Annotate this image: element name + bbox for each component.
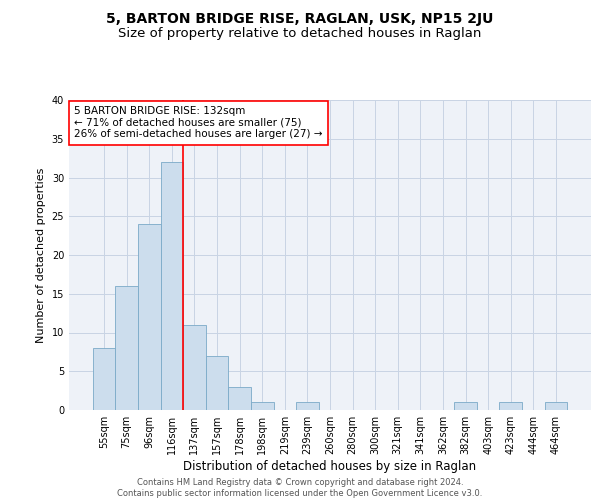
Bar <box>545 402 567 410</box>
Bar <box>206 356 229 410</box>
Bar <box>296 402 319 410</box>
Bar <box>454 402 477 410</box>
Bar <box>115 286 138 410</box>
X-axis label: Distribution of detached houses by size in Raglan: Distribution of detached houses by size … <box>184 460 476 473</box>
Text: 5 BARTON BRIDGE RISE: 132sqm
← 71% of detached houses are smaller (75)
26% of se: 5 BARTON BRIDGE RISE: 132sqm ← 71% of de… <box>74 106 323 140</box>
Bar <box>251 402 274 410</box>
Bar <box>183 325 206 410</box>
Text: 5, BARTON BRIDGE RISE, RAGLAN, USK, NP15 2JU: 5, BARTON BRIDGE RISE, RAGLAN, USK, NP15… <box>106 12 494 26</box>
Bar <box>229 387 251 410</box>
Bar <box>93 348 115 410</box>
Bar <box>161 162 183 410</box>
Bar <box>138 224 161 410</box>
Bar <box>499 402 522 410</box>
Y-axis label: Number of detached properties: Number of detached properties <box>36 168 46 342</box>
Text: Contains HM Land Registry data © Crown copyright and database right 2024.
Contai: Contains HM Land Registry data © Crown c… <box>118 478 482 498</box>
Text: Size of property relative to detached houses in Raglan: Size of property relative to detached ho… <box>118 28 482 40</box>
